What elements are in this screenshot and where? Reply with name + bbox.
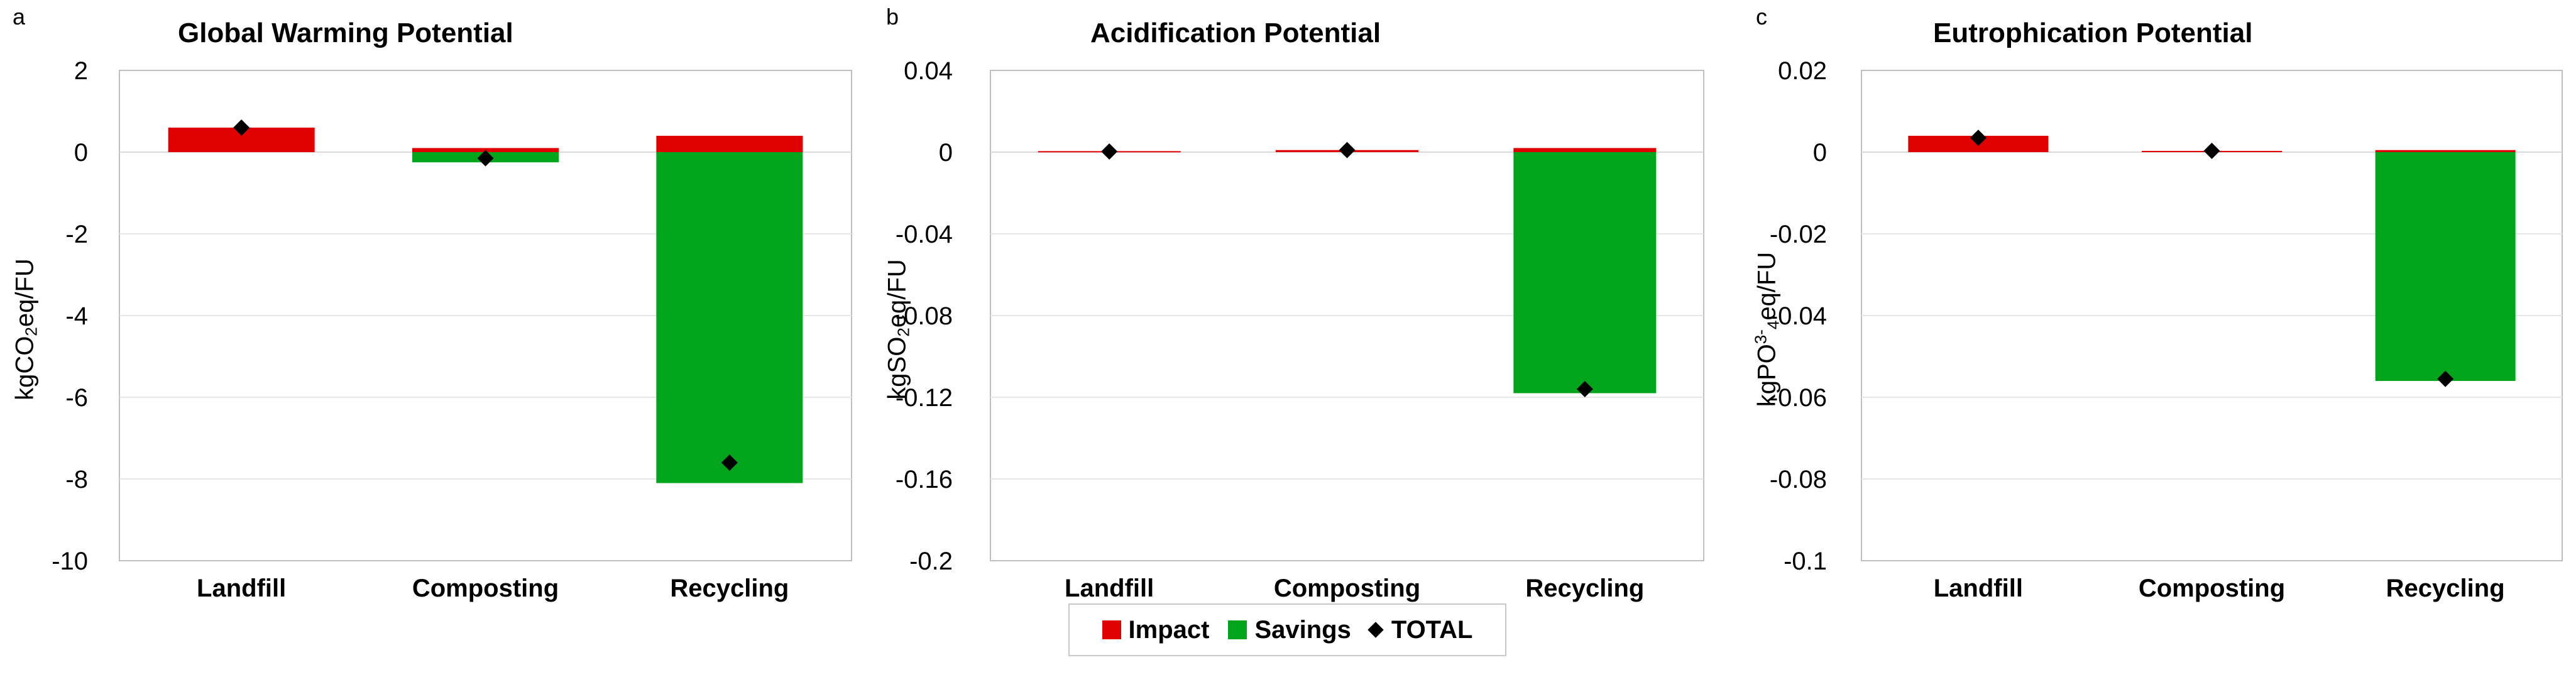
savings-bar xyxy=(2375,152,2516,381)
y-tick-label: -0.08 xyxy=(1770,466,1827,493)
x-category-label: Composting xyxy=(412,575,559,602)
x-category-label: Landfill xyxy=(197,575,286,602)
y-tick-label: -0.04 xyxy=(1770,302,1827,330)
y-tick-label: -0.04 xyxy=(896,221,953,248)
legend-label-total: TOTAL xyxy=(1391,615,1473,644)
legend-label-savings: Savings xyxy=(1254,615,1351,644)
x-category-label: Composting xyxy=(1274,575,1420,602)
x-category-label: Recycling xyxy=(1525,575,1644,602)
chart-title: Acidification Potential xyxy=(1090,18,1381,48)
chart-plot: 2 0 -2 -4 -6 -8 -10 Landfill Composting Recycling xyxy=(52,57,852,602)
total-marker xyxy=(2203,143,2220,160)
total-marker xyxy=(477,150,494,167)
legend-item-savings: Savings xyxy=(1228,616,1351,644)
impact-bar xyxy=(1513,148,1657,152)
panel-letter: c xyxy=(1756,4,1767,30)
y-tick-label: -0.12 xyxy=(896,384,953,412)
impact-bar xyxy=(656,136,803,152)
savings-bar xyxy=(656,152,803,483)
x-category-label: Recycling xyxy=(670,575,789,602)
chart-plot: 0.02 0 -0.02 -0.04 -0.06 -0.08 -0.1 Landfill Com… xyxy=(1770,57,2563,602)
chart-title: Global Warming Potential xyxy=(178,18,513,48)
total-marker xyxy=(1101,143,1118,160)
chart-legend: Impact Savings TOTAL xyxy=(1068,603,1506,656)
y-tick-label: 2 xyxy=(74,57,88,85)
y-tick-label: -0.02 xyxy=(1770,221,1827,248)
x-category-label: Landfill xyxy=(1065,575,1154,602)
y-tick-label: -0.08 xyxy=(896,302,953,330)
legend-swatch-impact xyxy=(1102,620,1121,639)
x-category-label: Recycling xyxy=(2386,575,2505,602)
chart-panel-c: c Eutrophication Potential kgPO3-4eq/FU … xyxy=(1717,0,2575,603)
chart-title: Eutrophication Potential xyxy=(1933,18,2253,48)
chart-panel-b: b Acidification Potential kgSO2eq/FU 0.0… xyxy=(858,0,1717,603)
y-tick-label: -4 xyxy=(65,302,88,330)
legend-swatch-savings xyxy=(1228,620,1247,639)
y-tick-label: 0.04 xyxy=(904,57,953,85)
savings-bar xyxy=(1513,152,1657,394)
legend-item-impact: Impact xyxy=(1102,615,1210,644)
total-marker xyxy=(1339,141,1356,158)
panel-letter: a xyxy=(13,4,26,30)
x-category-label: Landfill xyxy=(1934,575,2023,602)
total-marker xyxy=(721,454,738,471)
y-tick-label: -10 xyxy=(52,548,88,575)
x-category-label: Composting xyxy=(2139,575,2285,602)
y-tick-label: 0.02 xyxy=(1778,57,1827,85)
diamond-icon xyxy=(1367,622,1384,638)
total-marker xyxy=(2437,370,2454,387)
y-tick-label: -8 xyxy=(65,466,88,493)
legend-item-total: TOTAL xyxy=(1367,615,1473,644)
panel-letter: b xyxy=(886,4,899,30)
y-tick-label: -0.06 xyxy=(1770,384,1827,412)
y-tick-label: -0.16 xyxy=(896,466,953,493)
total-marker xyxy=(233,119,250,136)
total-marker xyxy=(1970,129,1987,146)
y-tick-label: 0 xyxy=(74,139,88,167)
y-tick-label: -2 xyxy=(65,221,88,248)
y-tick-label: -0.2 xyxy=(909,548,953,575)
y-tick-label: -0.1 xyxy=(1784,548,1827,575)
y-tick-label: 0 xyxy=(939,139,953,167)
y-tick-label: -6 xyxy=(65,384,88,412)
chart-plot: 0.04 0 -0.04 -0.08 -0.12 -0.16 -0.2 Landfill Com… xyxy=(896,57,1704,602)
legend-label-impact: Impact xyxy=(1128,615,1210,644)
total-marker xyxy=(1576,381,1593,397)
impact-bar xyxy=(2375,150,2516,152)
y-tick-label: 0 xyxy=(1813,139,1827,167)
